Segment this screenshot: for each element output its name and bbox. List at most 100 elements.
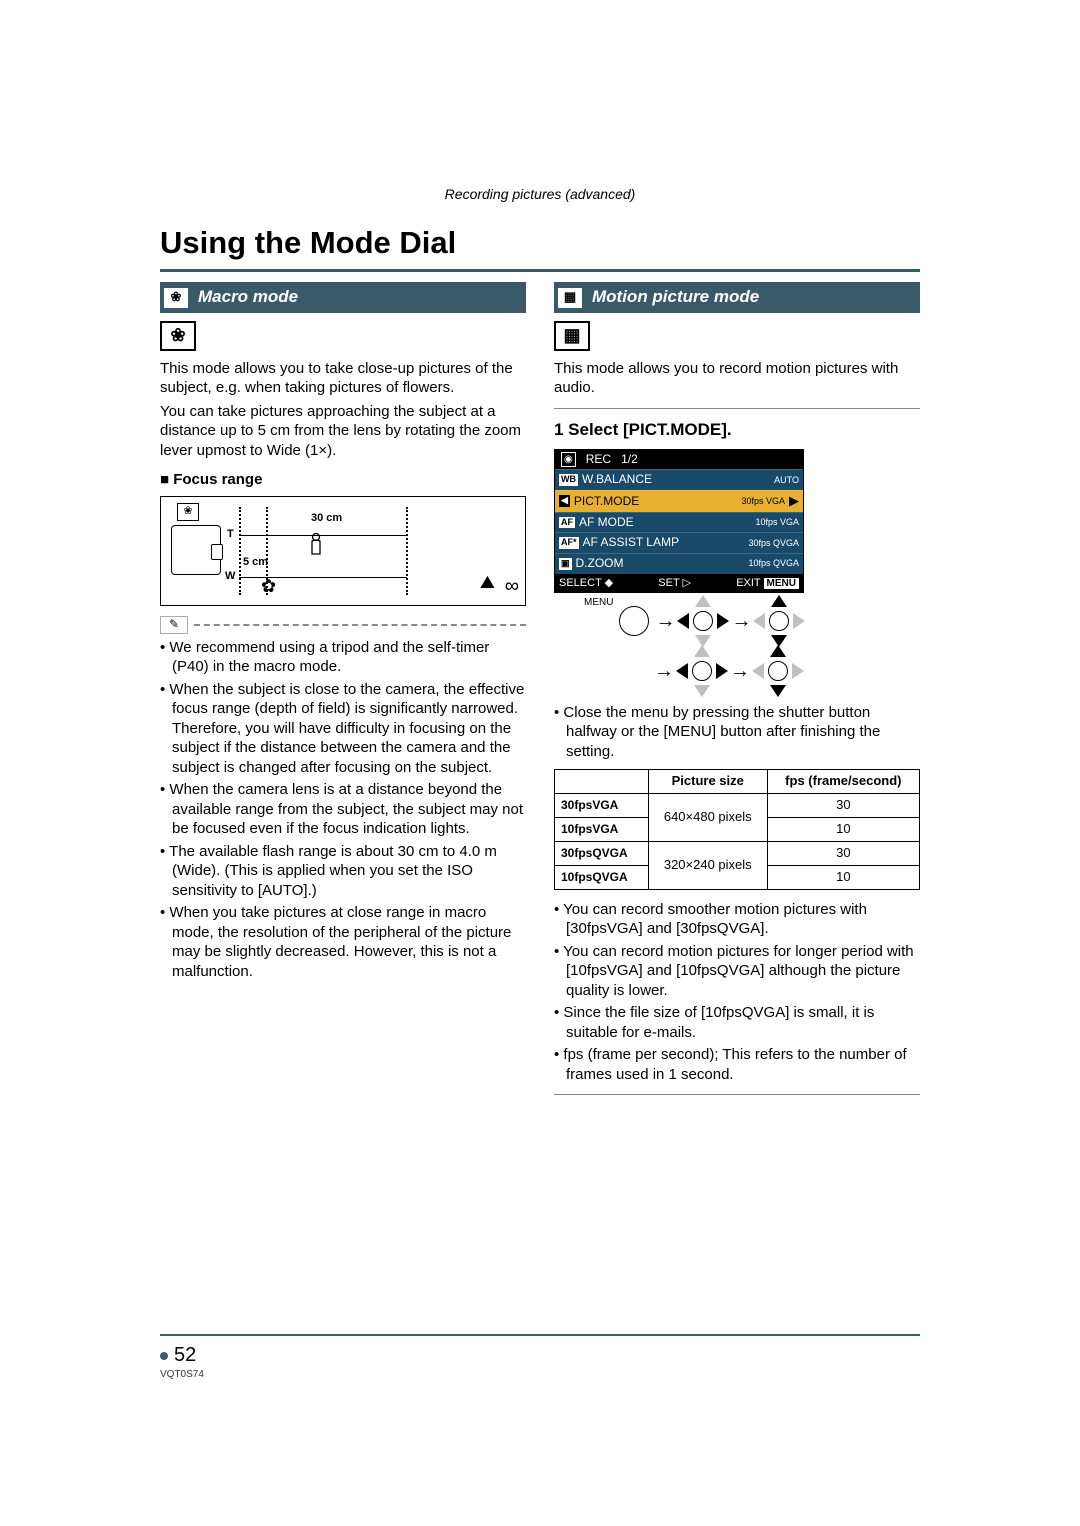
row-name: 10fpsQVGA — [555, 865, 649, 889]
focus-range-heading: Focus range — [160, 470, 526, 490]
arrow-icon: → — [730, 658, 750, 684]
menu-label: D.ZOOM — [576, 556, 745, 572]
divider — [554, 408, 920, 409]
row-name: 10fpsVGA — [555, 818, 649, 842]
person-icon — [309, 533, 323, 555]
menu-chip: MENU — [764, 578, 799, 589]
macro-intro-1: This mode allows you to take close-up pi… — [160, 359, 526, 398]
menu-row: AFAF MODE10fps VGA — [555, 512, 803, 533]
landscape-icon: ⛰ — [480, 571, 495, 594]
camera-icon: ◉ — [561, 452, 576, 467]
divider — [554, 1094, 920, 1095]
menu-label: AF ASSIST LAMP — [583, 535, 745, 551]
menu-row: AF* AF ASSIST LAMP30fps QVGA — [555, 532, 803, 553]
dashed-line — [406, 507, 408, 595]
list-item: You can record motion pictures for longe… — [554, 942, 920, 1001]
camera-icon — [171, 525, 221, 575]
list-item: The available flash range is about 30 cm… — [160, 842, 526, 901]
t-range-line — [239, 535, 407, 536]
macro-section-title: Macro mode — [198, 286, 298, 308]
arrow-icon: → — [654, 658, 674, 684]
list-item: You can record smoother motion pictures … — [554, 900, 920, 939]
pict-mode-table: Picture size fps (frame/second) 30fpsVGA… — [554, 769, 920, 889]
cell-fps: 30 — [767, 842, 919, 866]
menu-row: ▣ D.ZOOM10fps QVGA — [555, 553, 803, 574]
table-row: 30fpsVGA640×480 pixels30 — [555, 794, 920, 818]
set-label: SET — [658, 577, 679, 589]
page-number: 52 — [174, 1344, 196, 1366]
menu-value: 10fps QVGA — [748, 559, 799, 568]
table-header-blank — [555, 770, 649, 794]
menu-tag: AF — [559, 517, 575, 529]
row-name: 30fpsVGA — [555, 794, 649, 818]
label-w: W — [225, 569, 235, 583]
note-divider: ✎ — [160, 616, 526, 634]
header-caption: Recording pictures (advanced) — [160, 185, 920, 203]
flower-icon: ❀ — [164, 288, 188, 308]
cell-size: 320×240 pixels — [648, 842, 767, 890]
focus-range-diagram: ❀ T W 30 cm 5 cm ✿ ⛰ ∞ — [160, 496, 526, 606]
dpad-icon — [680, 649, 724, 693]
list-item: When the subject is close to the camera,… — [160, 680, 526, 778]
doc-id: VQT0S74 — [160, 1368, 920, 1381]
motion-section-bar: ▦ Motion picture mode — [554, 282, 920, 312]
dpad-icon — [756, 649, 800, 693]
menu-value: 30fps VGA — [741, 497, 785, 506]
page-indicator: 1/2 — [621, 452, 638, 468]
motion-notes-list: You can record smoother motion pictures … — [554, 900, 920, 1085]
label-30cm: 30 cm — [311, 511, 342, 525]
table-header-size: Picture size — [648, 770, 767, 794]
label-5cm: 5 cm — [243, 555, 268, 569]
menu-button-icon — [619, 606, 649, 636]
cell-fps: 10 — [767, 865, 919, 889]
left-column: ❀ Macro mode ❀ This mode allows you to t… — [160, 282, 526, 1105]
diagram-flower-icon: ❀ — [177, 503, 199, 521]
list-item: We recommend using a tripod and the self… — [160, 638, 526, 677]
dashed-line — [239, 507, 241, 595]
label-t: T — [227, 527, 234, 541]
dpad-icon — [681, 599, 725, 643]
list-item: Since the file size of [10fpsQVGA] is sm… — [554, 1003, 920, 1042]
motion-mode-icon: ▦ — [554, 321, 590, 351]
arrow-icon: → — [731, 608, 751, 634]
menu-value: 30fps QVGA — [748, 539, 799, 548]
macro-intro-2: You can take pictures approaching the su… — [160, 402, 526, 461]
list-item: fps (frame per second); This refers to t… — [554, 1045, 920, 1084]
macro-section-bar: ❀ Macro mode — [160, 282, 526, 312]
row-name: 30fpsQVGA — [555, 842, 649, 866]
table-header-fps: fps (frame/second) — [767, 770, 919, 794]
chevron-right-icon: ▶ — [789, 493, 799, 510]
menu-tag: AF* — [559, 537, 579, 549]
motion-icon: ▦ — [558, 288, 582, 308]
infinity-icon: ∞ — [505, 573, 519, 599]
macro-mode-icon: ❀ — [160, 321, 196, 351]
list-item: Close the menu by pressing the shutter b… — [554, 703, 920, 762]
motion-section-title: Motion picture mode — [592, 286, 759, 308]
menu-label: PICT.MODE — [574, 494, 738, 510]
menu-row: WB W.BALANCE AUTO — [555, 469, 803, 490]
exit-label: EXIT — [736, 577, 760, 589]
title-rule — [160, 269, 920, 272]
nav-diagram: MENU → → → → — [584, 599, 920, 693]
select-label: SELECT — [559, 577, 602, 589]
dpad-icon — [757, 599, 801, 643]
menu-label: W.BALANCE — [582, 472, 770, 488]
cell-size: 640×480 pixels — [648, 794, 767, 842]
table-row: 30fpsQVGA320×240 pixels30 — [555, 842, 920, 866]
lcd-menu: ◉ REC 1/2 WBW.BALANCEAUTO◀PICT.MODE30fps… — [554, 449, 804, 593]
list-item: When the camera lens is at a distance be… — [160, 780, 526, 839]
menu-tag: WB — [559, 474, 578, 486]
menu-label: MENU — [584, 596, 613, 609]
note-icon: ✎ — [160, 616, 188, 634]
rec-label: REC — [586, 452, 611, 468]
macro-notes-list: We recommend using a tripod and the self… — [160, 638, 526, 982]
menu-value: AUTO — [774, 476, 799, 485]
right-column: ▦ Motion picture mode ▦ This mode allows… — [554, 282, 920, 1105]
menu-tag: ▣ — [559, 558, 572, 570]
menu-row: ◀PICT.MODE30fps VGA▶ — [555, 490, 803, 512]
step-1-heading: 1 Select [PICT.MODE]. — [554, 419, 920, 441]
motion-intro: This mode allows you to record motion pi… — [554, 359, 920, 398]
page-footer: 52 VQT0S74 — [160, 1314, 920, 1381]
cell-fps: 10 — [767, 818, 919, 842]
menu-label: AF MODE — [579, 515, 751, 531]
